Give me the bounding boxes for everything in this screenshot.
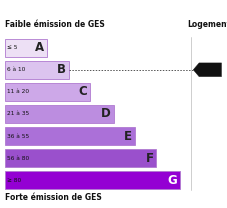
Text: A: A [35,41,44,54]
Text: Forte émission de GES: Forte émission de GES [5,193,101,202]
Text: 6 à 10: 6 à 10 [7,67,26,72]
Polygon shape [193,63,222,77]
Text: E: E [124,130,132,142]
Text: 36 à 55: 36 à 55 [7,134,30,139]
Text: D: D [101,108,111,120]
Text: 56 à 80: 56 à 80 [7,156,30,161]
FancyBboxPatch shape [5,39,47,57]
FancyBboxPatch shape [5,61,69,79]
Text: 11 à 20: 11 à 20 [7,89,30,94]
Text: Faible émission de GES: Faible émission de GES [5,20,104,29]
Text: G: G [167,174,177,187]
Text: Logement: Logement [187,20,227,29]
Text: ≤ 5: ≤ 5 [7,45,18,50]
FancyBboxPatch shape [5,171,180,189]
Text: F: F [145,152,153,165]
FancyBboxPatch shape [5,83,90,101]
Text: B: B [57,63,66,76]
FancyBboxPatch shape [5,105,114,123]
Text: 21 à 35: 21 à 35 [7,111,30,116]
FancyBboxPatch shape [5,127,135,145]
Text: ≥ 80: ≥ 80 [7,178,22,183]
FancyBboxPatch shape [5,149,156,167]
Text: C: C [79,85,87,98]
